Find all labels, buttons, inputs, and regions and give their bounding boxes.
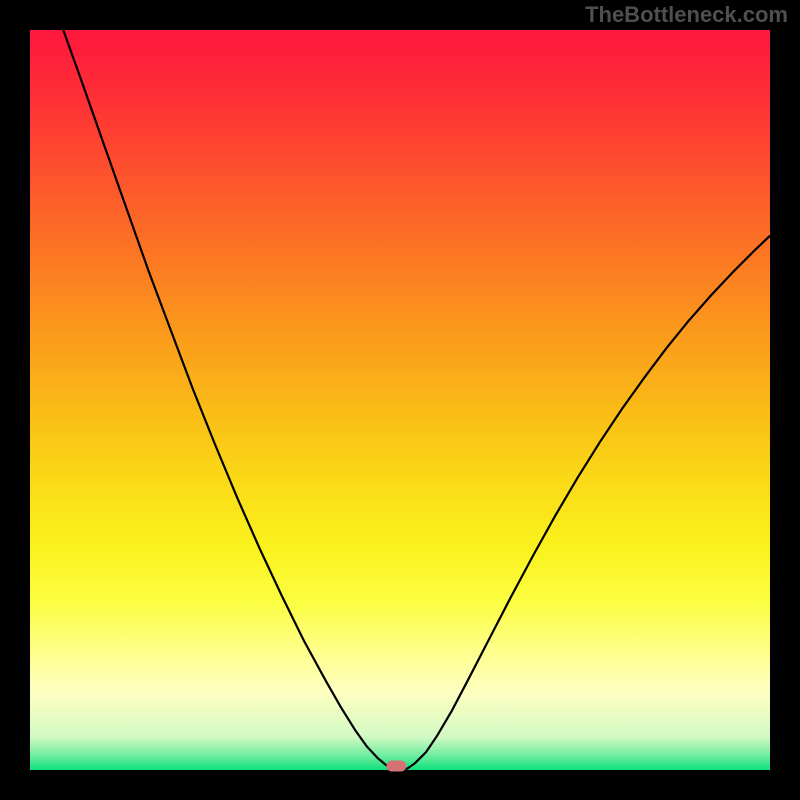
source-watermark: TheBottleneck.com [585, 2, 788, 28]
chart-frame: TheBottleneck.com [0, 0, 800, 800]
optimum-marker [387, 760, 406, 771]
plot-area [30, 30, 770, 770]
bottleneck-curve [30, 30, 770, 770]
